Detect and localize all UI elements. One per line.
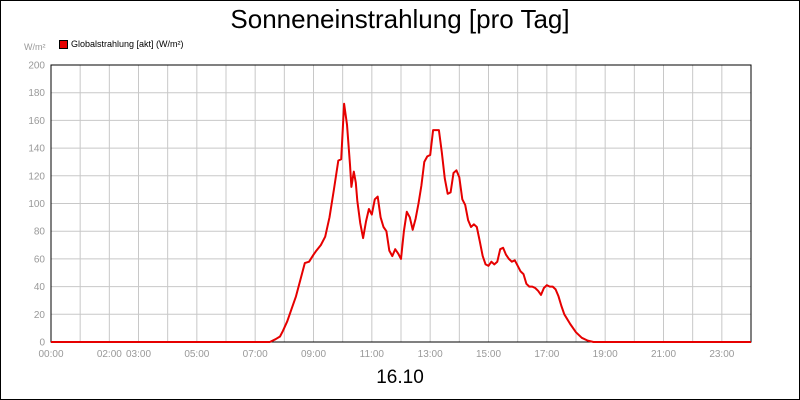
legend-label: Globalstrahlung [akt] (W/m²) (71, 39, 184, 49)
x-tick-label: 11:00 (360, 349, 385, 360)
x-tick-label: 00:00 (38, 349, 63, 360)
x-tick-label: 23:00 (709, 349, 734, 360)
y-tick-label: 200 (28, 61, 45, 72)
y-tick-label: 80 (34, 227, 46, 238)
chart-title: Sonneneinstrahlung [pro Tag] (230, 4, 570, 34)
y-axis-unit: W/m² (24, 42, 46, 52)
series-line (51, 102, 751, 343)
y-tick-label: 40 (34, 282, 46, 293)
x-tick-label: 13:00 (418, 349, 443, 360)
x-tick-label: 09:00 (301, 349, 326, 360)
x-tick-label: 19:00 (593, 349, 618, 360)
x-tick-label: 07:00 (243, 349, 268, 360)
y-tick-label: 0 (39, 338, 45, 349)
y-tick-label: 20 (34, 310, 46, 321)
legend: Globalstrahlung [akt] (W/m²) (59, 39, 184, 49)
x-tick-label: 05:00 (184, 349, 209, 360)
x-tick-label: 15:00 (476, 349, 501, 360)
x-tick-label: 02:00 (97, 349, 122, 360)
x-tick-label: 17:00 (534, 349, 559, 360)
legend-swatch (59, 39, 68, 49)
y-tick-label: 140 (28, 144, 45, 155)
y-tick-label: 120 (28, 171, 45, 182)
x-tick-label: 03:00 (126, 349, 151, 360)
y-tick-label: 180 (28, 88, 45, 99)
date-label: 16.10 (376, 367, 424, 388)
x-tick-label: 21:00 (651, 349, 676, 360)
y-tick-label: 60 (34, 254, 46, 265)
plot-border (50, 64, 752, 343)
y-tick-label: 100 (28, 199, 45, 210)
y-tick-label: 160 (28, 116, 45, 127)
